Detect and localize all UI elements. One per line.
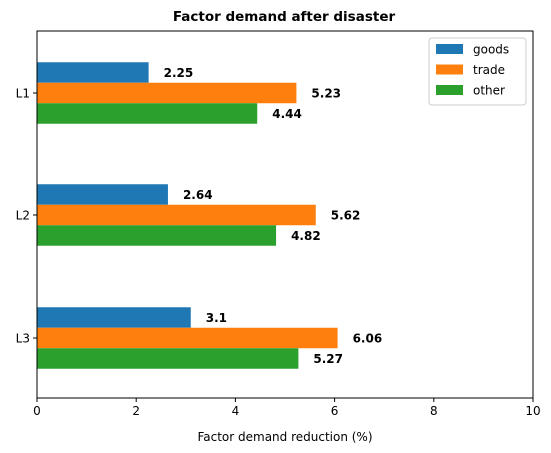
y-tick-label: L2 [16, 209, 30, 223]
x-tick-label: 0 [33, 404, 41, 418]
legend-label-trade: trade [473, 63, 505, 77]
bar-trade-L1 [37, 82, 297, 104]
legend-swatch-goods [436, 44, 463, 54]
data-label-goods-L3: 3.1 [206, 311, 227, 325]
legend: goods trade other [428, 37, 527, 106]
bar-other-L3 [37, 348, 299, 369]
data-label-trade-L2: 5.62 [331, 209, 361, 223]
bar-goods-L2 [37, 184, 168, 205]
bar-other-L1 [37, 103, 258, 124]
data-label-other-L2: 4.82 [291, 229, 321, 243]
bar-trade-L2 [37, 204, 316, 226]
x-axis-label: Factor demand reduction (%) [197, 430, 372, 444]
legend-label-goods: goods [473, 43, 509, 57]
y-tick-label: L1 [16, 87, 30, 101]
y-tick-label: L3 [16, 332, 30, 346]
data-label-trade-L3: 6.06 [353, 332, 383, 346]
data-label-other-L1: 4.44 [272, 107, 302, 121]
chart-title: Factor demand after disaster [173, 9, 396, 25]
x-tick-label: 8 [430, 404, 438, 418]
data-label-goods-L1: 2.25 [164, 66, 194, 80]
x-tick-label: 2 [132, 404, 140, 418]
plot-frame [36, 30, 534, 399]
data-label-goods-L2: 2.64 [183, 188, 213, 202]
data-label-trade-L1: 5.23 [311, 87, 341, 101]
bar-goods-L3 [37, 307, 191, 328]
plot-area: 2.25 5.23 4.44 2.64 5.62 4.82 3.1 6.06 5.27 0 2 4 6 8… [16, 62, 541, 418]
bar-other-L2 [37, 225, 277, 246]
bar-trade-L3 [37, 327, 338, 349]
data-label-other-L3: 5.27 [313, 352, 343, 366]
x-tick-label: 6 [331, 404, 339, 418]
bar-goods-L1 [37, 62, 149, 83]
legend-swatch-trade [436, 64, 463, 75]
legend-label-other: other [473, 84, 505, 98]
x-tick-label: 4 [232, 404, 240, 418]
legend-swatch-other [436, 85, 463, 95]
x-tick-label: 10 [525, 404, 540, 418]
